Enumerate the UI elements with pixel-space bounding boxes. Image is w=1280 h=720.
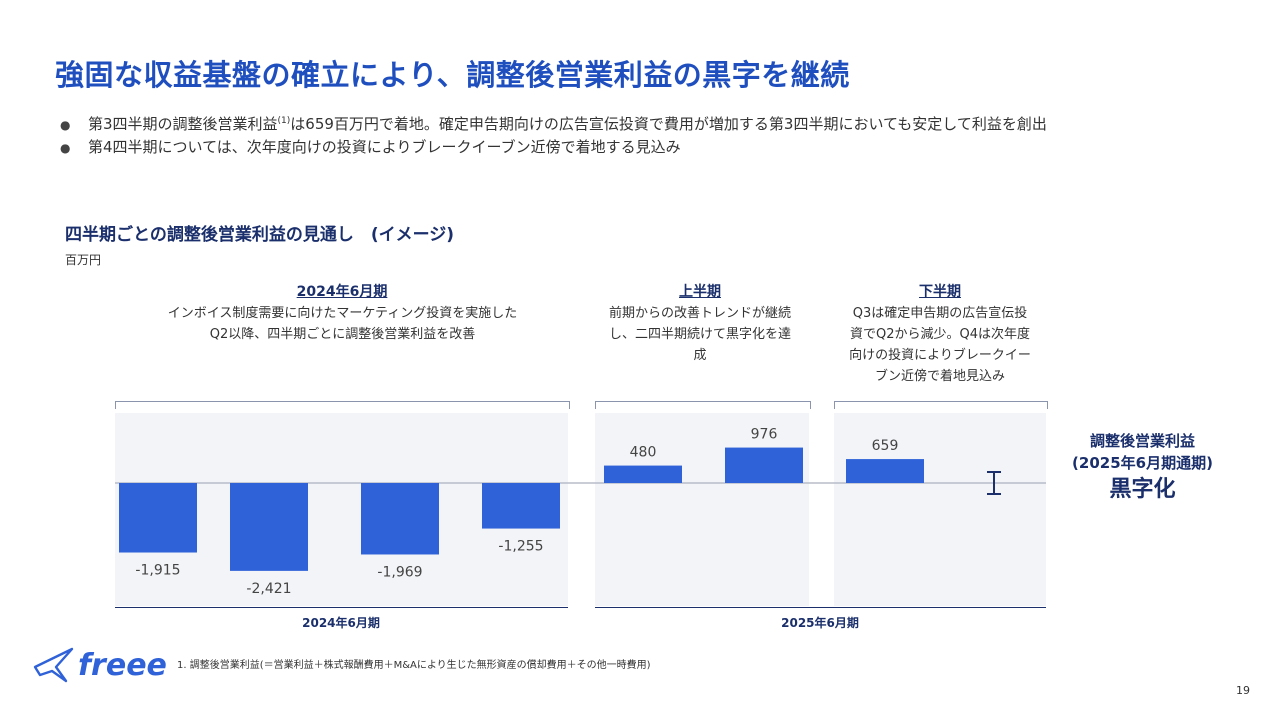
fy2024-baseline xyxy=(115,607,568,608)
bar-3 xyxy=(361,483,439,555)
annotation-line: 資でQ2から減少。Q4は次年度 xyxy=(849,327,1030,342)
bar-2 xyxy=(230,483,308,571)
callout-line: (2025年6月期通期) xyxy=(1072,454,1213,472)
bar-7 xyxy=(846,459,924,483)
footnote: 1. 調整後営業利益(＝営業利益＋株式報酬費用＋M&Aにより生じた無形資産の償却… xyxy=(177,660,651,671)
bar-5 xyxy=(604,465,682,483)
bar-value-label: -1,255 xyxy=(498,539,543,555)
bar-value-label: 480 xyxy=(630,445,657,461)
unit-label: 百万円 xyxy=(65,253,102,267)
fiscal-label-fy2024: 2024年6月期 xyxy=(302,616,380,630)
annotation-line: インボイス制度需要に向けたマーケティング投資を実施した xyxy=(167,306,518,321)
bullet-text: 第3四半期の調整後営業利益 xyxy=(88,115,278,133)
annotation-text-h2: Q3は確定申告期の広告宣伝投 資でQ2から減少。Q4は次年度 向けの投資によりブ… xyxy=(830,303,1050,387)
fiscal-label-fy2025: 2025年6月期 xyxy=(781,616,859,630)
bar-value-label: 659 xyxy=(872,438,899,454)
callout-emphasis: 黒字化 xyxy=(1109,477,1176,502)
panel-h1 xyxy=(595,413,809,606)
breakeven-marker xyxy=(987,471,1001,495)
bar-value-label: -1,915 xyxy=(135,563,180,579)
bar-6 xyxy=(725,447,803,483)
annotation-line: し、二四半期続けて黒字化を達 xyxy=(608,327,791,342)
bullet-text: は659百万円で着地。確定申告期向けの広告宣伝投資で費用が増加する第3四半期にお… xyxy=(290,115,1047,133)
bullet-item: ● 第3四半期の調整後営業利益(1)は659百万円で着地。確定申告期向けの広告宣… xyxy=(60,113,1047,136)
footnote-ref: (1) xyxy=(277,116,291,126)
bracket-h2 xyxy=(834,401,1048,409)
bird-icon xyxy=(33,647,74,683)
annotation-text-fy2024: インボイス制度需要に向けたマーケティング投資を実施した Q2以降、四半期ごとに調… xyxy=(115,303,570,345)
bullet-item: ● 第4四半期については、次年度向けの投資によりブレークイーブン近傍で着地する見… xyxy=(60,136,1047,159)
annotation-heading-fy2024: 2024年6月期 xyxy=(296,284,388,300)
callout-line: 調整後営業利益 xyxy=(1089,432,1195,450)
bar-1 xyxy=(119,483,197,553)
page-title: 強固な収益基盤の確立により、調整後営業利益の黒字を継続 xyxy=(55,58,850,92)
bullet-text: 第4四半期については、次年度向けの投資によりブレークイーブン近傍で着地する見込み xyxy=(88,138,681,156)
bar-4 xyxy=(482,483,560,529)
bar-value-label: -1,969 xyxy=(377,564,422,580)
logo-wordmark: freee xyxy=(78,647,167,683)
annotation-line: Q3は確定申告期の広告宣伝投 xyxy=(852,306,1028,321)
annotation-text-h1: 前期からの改善トレンドが継続 し、二四半期続けて黒字化を達 成 xyxy=(590,303,810,366)
annotation-heading-h2: 下半期 xyxy=(919,284,961,300)
freee-logo: freee xyxy=(32,645,167,685)
fy2025-baseline xyxy=(595,607,1046,608)
annotation-line: 前期からの改善トレンドが継続 xyxy=(608,306,791,321)
bullet-dot-icon: ● xyxy=(60,118,71,132)
bullet-dot-icon: ● xyxy=(60,141,71,155)
page-number: 19 xyxy=(1236,684,1250,697)
annotation-line: 向けの投資によりブレークイー xyxy=(849,348,1031,363)
callout: 調整後営業利益 (2025年6月期通期) 黒字化 xyxy=(1050,430,1235,506)
bullet-list: ● 第3四半期の調整後営業利益(1)は659百万円で着地。確定申告期向けの広告宣… xyxy=(60,113,1047,159)
chart-title: 四半期ごとの調整後営業利益の見通し (イメージ) xyxy=(65,225,455,245)
annotation-line: 成 xyxy=(693,348,707,363)
annotation-line: ブン近傍で着地見込み xyxy=(874,369,1005,384)
bracket-fy2024 xyxy=(115,401,570,409)
bar-value-label: -2,421 xyxy=(246,581,291,597)
panel-h2 xyxy=(834,413,1046,606)
bar-value-label: 976 xyxy=(751,427,778,443)
annotation-line: Q2以降、四半期ごとに調整後営業利益を改善 xyxy=(209,327,476,342)
annotation-heading-h1: 上半期 xyxy=(679,284,721,300)
bracket-h1 xyxy=(595,401,811,409)
